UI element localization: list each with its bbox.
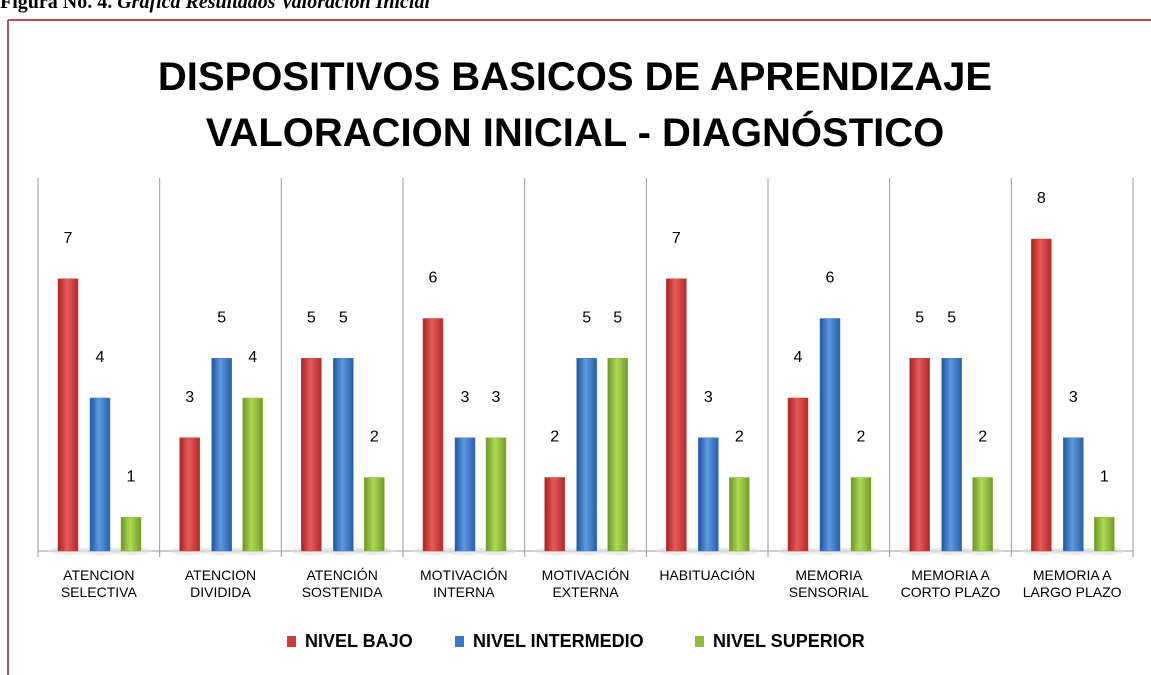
data-label: 2 (370, 429, 379, 446)
bar (89, 397, 111, 552)
x-tick-label: MEMORIA A (1033, 567, 1112, 583)
x-tick-label: DIVIDIDA (190, 584, 251, 600)
x-tick-label: SOSTENIDA (302, 584, 384, 600)
legend-label: NIVEL SUPERIOR (713, 631, 865, 651)
legend-label: NIVEL INTERMEDIO (473, 631, 644, 651)
x-tick-label: SENSORIAL (789, 584, 869, 600)
data-label: 3 (185, 389, 194, 406)
data-label: 2 (550, 429, 559, 446)
data-label: 5 (307, 309, 316, 326)
bar (364, 477, 385, 552)
bar (179, 437, 200, 552)
x-tick-label: EXTERNA (552, 584, 619, 600)
chart-title: DISPOSITIVOS BASICOS DE APRENDIZAJE (158, 55, 992, 99)
data-label: 4 (794, 349, 803, 366)
bar (698, 437, 719, 552)
x-tick-label: ATENCION (63, 567, 134, 583)
data-label: 7 (672, 230, 681, 247)
bar (211, 358, 232, 552)
x-tick-label: MOTIVACIÓN (542, 567, 630, 583)
data-label: 7 (64, 230, 73, 247)
bar (729, 477, 750, 552)
bar (576, 358, 597, 552)
bar (666, 278, 687, 552)
x-tick-label: SELECTIVA (61, 584, 138, 600)
x-tick-label: CORTO PLAZO (901, 584, 1001, 600)
bar (242, 397, 263, 552)
bar (333, 358, 354, 552)
data-label: 8 (1037, 190, 1046, 207)
data-label: 1 (1100, 468, 1109, 485)
bar (787, 397, 809, 552)
bar (607, 358, 628, 552)
data-label: 5 (217, 309, 226, 326)
bar (57, 278, 79, 552)
bar (850, 477, 872, 552)
bar (1094, 517, 1115, 552)
data-label: 6 (826, 270, 835, 287)
bar (120, 517, 142, 552)
bar (941, 358, 962, 552)
legend-label: NIVEL BAJO (305, 631, 413, 651)
data-label: 2 (978, 429, 987, 446)
data-label: 6 (429, 270, 438, 287)
bar (819, 318, 841, 552)
bar (454, 437, 476, 552)
data-label: 3 (492, 389, 501, 406)
caption-text: Gráfica Resultados Valoración Inicial (117, 0, 430, 13)
x-tick-label: INTERNA (433, 584, 495, 600)
bar (422, 318, 444, 552)
legend-swatch (695, 636, 704, 647)
data-label: 2 (735, 429, 744, 446)
data-label: 4 (96, 349, 105, 366)
bar (544, 477, 565, 552)
x-tick-label: MEMORIA (795, 567, 863, 583)
x-tick-label: ATENCION (185, 567, 256, 583)
x-tick-label: MEMORIA A (911, 567, 990, 583)
legend-swatch (287, 636, 296, 647)
data-label: 1 (127, 468, 136, 485)
x-tick-label: MOTIVACIÓN (420, 567, 508, 583)
data-label: 3 (461, 389, 470, 406)
bar (909, 358, 930, 552)
data-label: 2 (857, 429, 866, 446)
bar (1031, 238, 1052, 552)
data-label: 5 (947, 309, 956, 326)
data-label: 4 (248, 349, 257, 366)
data-label: 5 (613, 309, 622, 326)
data-label: 5 (339, 309, 348, 326)
legend-swatch (455, 636, 464, 647)
bar (301, 358, 322, 552)
data-label: 3 (1069, 389, 1078, 406)
x-tick-label: ATENCIÓN (307, 567, 378, 583)
caption: Figura No. 4. Gráfica Resultados Valorac… (0, 0, 430, 13)
data-label: 5 (915, 309, 924, 326)
bar (485, 437, 507, 552)
x-tick-label: LARGO PLAZO (1023, 584, 1122, 600)
bar (1063, 437, 1084, 552)
x-tick-label: HABITUACIÓN (659, 567, 755, 583)
data-label: 3 (704, 389, 713, 406)
bar (972, 477, 993, 552)
caption-label: Figura No. 4. (0, 0, 112, 13)
chart-title: VALORACION INICIAL - DIAGNÓSTICO (206, 109, 945, 155)
data-label: 5 (582, 309, 591, 326)
